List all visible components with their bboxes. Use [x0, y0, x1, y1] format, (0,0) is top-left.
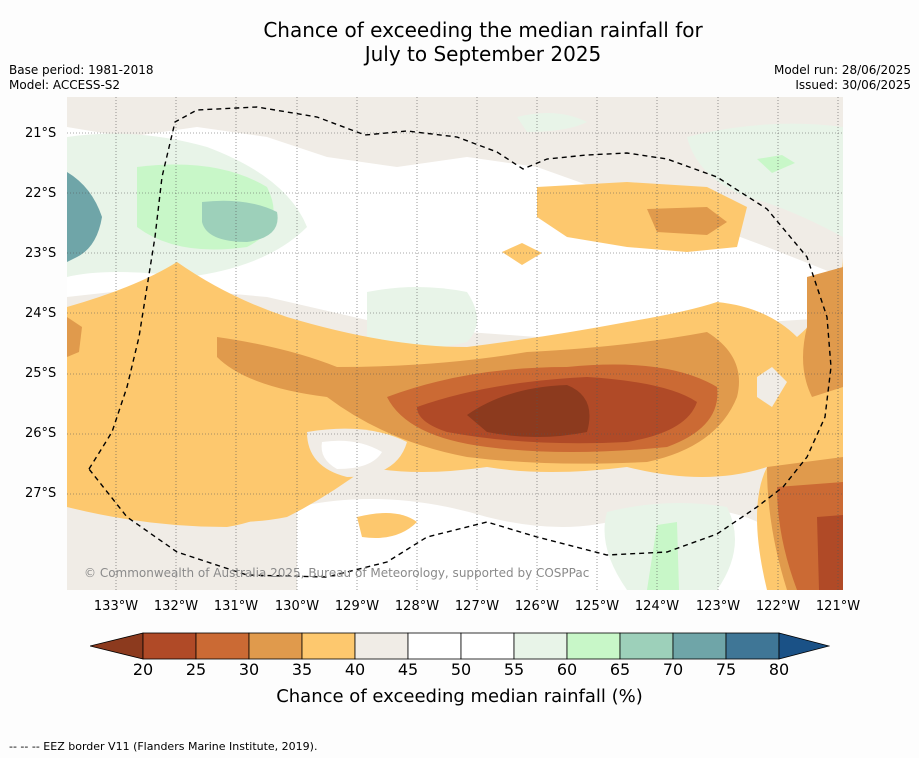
- region-45-north: [67, 97, 843, 277]
- eez-legend: -- -- -- EEZ border V11 (Flanders Marine…: [9, 740, 318, 753]
- region-35-east: [803, 267, 843, 397]
- map-title: Chance of exceeding the median rainfall …: [0, 18, 919, 66]
- lon-label: 121°W: [815, 599, 861, 614]
- region-60-n: [517, 113, 587, 132]
- lat-label: 27°S: [25, 486, 57, 501]
- region-65-s: [647, 522, 679, 590]
- colorbar-tick-label: 55: [503, 660, 525, 679]
- colorbar-extend-low: [90, 632, 144, 660]
- colorbar-segment: [301, 632, 356, 660]
- colorbar-tick-label: 75: [715, 660, 737, 679]
- colorbar-extend-high: [778, 632, 830, 660]
- rainfall-map: [67, 97, 843, 590]
- region-40-small-n: [502, 243, 542, 265]
- colorbar-tick-label: 35: [291, 660, 313, 679]
- region-75-west: [67, 172, 102, 262]
- lat-label: 26°S: [25, 426, 57, 441]
- copyright-notice: © Commonwealth of Australia 2025, Bureau…: [84, 566, 590, 580]
- info-right: Model run: 28/06/2025 Issued: 30/06/2025: [774, 63, 911, 93]
- title-line-1: Chance of exceeding the median rainfall …: [263, 18, 703, 42]
- map-canvas: [67, 97, 843, 590]
- colorbar-segment: [460, 632, 515, 660]
- lon-label: 129°W: [334, 599, 380, 614]
- lat-label: 23°S: [25, 246, 57, 261]
- region-25-se: [817, 515, 843, 590]
- eez-border: [88, 106, 832, 578]
- lat-label: 21°S: [25, 126, 57, 141]
- colorbar-tick-label: 50: [450, 660, 472, 679]
- lon-label: 122°W: [755, 599, 801, 614]
- issued-date: Issued: 30/06/2025: [795, 78, 911, 92]
- lon-label: 130°W: [274, 599, 320, 614]
- region-60-ne: [687, 123, 843, 237]
- colorbar-segment: [672, 632, 727, 660]
- colorbar-tick-label: 25: [185, 660, 207, 679]
- lat-label: 25°S: [25, 366, 57, 381]
- model-name: Model: ACCESS-S2: [9, 78, 121, 92]
- colorbar-tick-label: 40: [344, 660, 366, 679]
- region-60-center: [367, 287, 477, 349]
- region-70-nw: [202, 200, 278, 242]
- colorbar-segment: [619, 632, 674, 660]
- lon-label: 128°W: [394, 599, 440, 614]
- colorbar-segment: [248, 632, 303, 660]
- colorbar-label: Chance of exceeding median rainfall (%): [276, 686, 643, 707]
- region-35-north: [647, 207, 727, 235]
- colorbar-tick-label: 20: [132, 660, 154, 679]
- lon-label: 133°W: [93, 599, 139, 614]
- lon-label: 123°W: [695, 599, 741, 614]
- region-40-sw-band: [67, 447, 307, 527]
- colorbar-tick-label: 60: [556, 660, 578, 679]
- lon-label: 132°W: [153, 599, 199, 614]
- lon-label: 124°W: [634, 599, 680, 614]
- region-35-west: [67, 317, 82, 357]
- colorbar-tick-label: 70: [662, 660, 684, 679]
- colorbar-segment: [725, 632, 780, 660]
- lon-label: 126°W: [514, 599, 560, 614]
- colorbar-segment: [513, 632, 568, 660]
- colorbar-segment: [354, 632, 409, 660]
- lon-label: 125°W: [574, 599, 620, 614]
- region-45-east-hole: [757, 367, 787, 407]
- region-65-ne: [757, 155, 795, 173]
- lat-label: 24°S: [25, 306, 57, 321]
- colorbar-tick-label: 80: [768, 660, 790, 679]
- title-line-2: July to September 2025: [364, 42, 602, 66]
- region-40-north: [537, 182, 747, 252]
- colorbar-segment: [142, 632, 197, 660]
- info-left: Base period: 1981-2018 Model: ACCESS-S2: [9, 63, 154, 93]
- region-50-center-hole: [321, 440, 382, 469]
- base-period: Base period: 1981-2018: [9, 63, 154, 77]
- region-40-sw-patch: [357, 513, 417, 538]
- lon-label: 131°W: [213, 599, 259, 614]
- colorbar-segment: [407, 632, 462, 660]
- colorbar-segment: [566, 632, 621, 660]
- colorbar-tick-label: 65: [609, 660, 631, 679]
- colorbar-tick-label: 45: [397, 660, 419, 679]
- region-20-main: [467, 385, 590, 437]
- lat-label: 22°S: [25, 186, 57, 201]
- colorbar-tick-label: 30: [238, 660, 260, 679]
- colorbar-segment: [195, 632, 250, 660]
- colorbar: [90, 632, 830, 660]
- graticule: [67, 97, 843, 590]
- lon-label: 127°W: [454, 599, 500, 614]
- model-run: Model run: 28/06/2025: [773, 63, 911, 77]
